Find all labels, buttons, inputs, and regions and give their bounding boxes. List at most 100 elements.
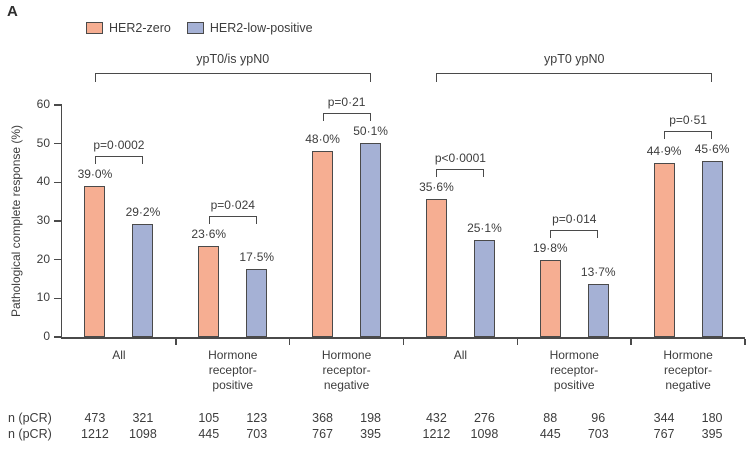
category-label-line: All bbox=[453, 348, 468, 362]
n-value-row1: 276 bbox=[473, 411, 495, 425]
p-bracket bbox=[550, 230, 599, 239]
p-bracket bbox=[208, 215, 257, 224]
category-label: All bbox=[62, 348, 176, 363]
y-axis-tick bbox=[54, 104, 61, 106]
y-axis-tick-label: 50 bbox=[36, 135, 50, 150]
x-axis-line bbox=[60, 337, 745, 339]
category-label-line: receptor- bbox=[208, 363, 257, 377]
bar-her2-zero bbox=[198, 245, 220, 337]
endpoint-bracket-1 bbox=[436, 73, 713, 82]
bar-her2-low-positive bbox=[587, 284, 609, 337]
y-axis-tick-label: 20 bbox=[36, 251, 50, 266]
bar-her2-low-positive bbox=[473, 239, 495, 337]
n-value-row1: 198 bbox=[360, 411, 381, 425]
x-axis-tick bbox=[516, 338, 519, 345]
n-value-row2: 395 bbox=[701, 427, 723, 441]
bar-value-label: 44·9% bbox=[646, 144, 682, 159]
p-value-label: p=0·024 bbox=[210, 197, 255, 212]
p-bracket bbox=[322, 113, 371, 122]
n-value-row1: 105 bbox=[198, 411, 220, 425]
legend-item-0: HER2-zero bbox=[86, 21, 171, 35]
legend-swatch-icon bbox=[86, 22, 103, 34]
category-label-line: positive bbox=[553, 378, 595, 392]
endpoint-title-0: ypT0/is ypN0 bbox=[196, 52, 270, 66]
p-value-label: p<0·0001 bbox=[434, 151, 486, 166]
n-value-row1: 344 bbox=[653, 411, 675, 425]
y-axis-tick bbox=[54, 336, 61, 338]
category-label-line: receptor- bbox=[664, 363, 713, 377]
category-label-line: All bbox=[112, 348, 126, 362]
legend-label: HER2-zero bbox=[109, 21, 171, 35]
n-value-row2: 1098 bbox=[129, 427, 157, 441]
bar-value-label: 48·0% bbox=[305, 132, 340, 147]
bar-value-label: 35·6% bbox=[419, 180, 454, 195]
bar-her2-zero bbox=[653, 163, 675, 337]
category-label: Hormone receptor-negative bbox=[631, 348, 745, 393]
category-label-line: Hormone bbox=[549, 348, 599, 362]
n-value-row2: 1212 bbox=[81, 427, 109, 441]
bar-her2-low-positive bbox=[360, 143, 382, 337]
legend-label: HER2-low-positive bbox=[209, 21, 313, 35]
category-label: All bbox=[404, 348, 518, 363]
bar-her2-low-positive bbox=[132, 224, 154, 337]
n-value-row1: 88 bbox=[543, 411, 558, 425]
n-value-row2: 395 bbox=[360, 427, 381, 441]
y-axis-line bbox=[60, 104, 62, 339]
bar-value-label: 29·2% bbox=[125, 205, 161, 220]
legend: HER2-zero HER2-low-positive bbox=[86, 21, 313, 35]
y-axis-tick bbox=[54, 220, 61, 222]
n-table-row-label-0: n (pCR) bbox=[8, 411, 52, 425]
category-label-line: Hormone bbox=[321, 348, 372, 362]
category-label: Hormone receptor-negative bbox=[290, 348, 404, 393]
category-label-line: negative bbox=[323, 378, 370, 392]
y-axis-tick-label: 40 bbox=[36, 174, 50, 189]
x-axis-tick bbox=[630, 338, 632, 345]
y-axis-tick-label: 30 bbox=[36, 213, 50, 227]
bar-value-label: 17·5% bbox=[239, 250, 275, 265]
bar-value-label: 13·7% bbox=[580, 265, 616, 280]
p-value-label: p=0·0002 bbox=[93, 138, 145, 153]
x-axis-tick bbox=[402, 338, 405, 345]
bar-value-label: 25·1% bbox=[467, 220, 502, 235]
category-label-line: Hormone bbox=[663, 348, 713, 362]
y-axis-tick bbox=[54, 297, 61, 300]
bar-value-label: 23·6% bbox=[191, 226, 227, 241]
y-axis-tick bbox=[54, 142, 61, 145]
p-bracket bbox=[436, 169, 485, 178]
category-label-line: negative bbox=[665, 378, 711, 392]
legend-swatch-icon bbox=[186, 22, 204, 34]
n-value-row2: 1098 bbox=[470, 427, 499, 441]
y-axis-tick bbox=[54, 181, 61, 184]
bar-her2-zero bbox=[84, 186, 106, 337]
n-value-row1: 368 bbox=[312, 411, 333, 425]
p-value-label: p=0·014 bbox=[552, 212, 597, 227]
category-label-line: receptor- bbox=[322, 363, 371, 377]
y-axis-tick bbox=[54, 258, 61, 261]
bar-her2-zero bbox=[539, 260, 561, 337]
n-value-row2: 767 bbox=[653, 427, 675, 441]
y-axis-tick-label: 60 bbox=[36, 97, 50, 111]
n-value-row1: 473 bbox=[84, 411, 106, 425]
endpoint-title-1: ypT0 ypN0 bbox=[544, 52, 605, 66]
n-value-row1: 180 bbox=[701, 411, 723, 425]
p-bracket bbox=[94, 156, 143, 165]
category-label: Hormone receptor-positive bbox=[176, 348, 290, 393]
endpoint-bracket-0 bbox=[94, 73, 371, 82]
n-value-row2: 767 bbox=[312, 427, 333, 441]
category-label: Hormone receptor-positive bbox=[517, 348, 631, 393]
category-label-line: receptor- bbox=[550, 363, 599, 377]
n-value-row2: 703 bbox=[246, 427, 268, 441]
y-axis-tick-label: 0 bbox=[43, 329, 50, 343]
bar-her2-low-positive bbox=[246, 269, 268, 337]
x-axis-tick bbox=[744, 338, 746, 345]
bar-value-label: 50·1% bbox=[353, 124, 388, 139]
x-axis-tick bbox=[288, 338, 291, 345]
bar-her2-low-positive bbox=[701, 160, 723, 337]
bar-value-label: 39·0% bbox=[77, 167, 113, 182]
bar-value-label: 19·8% bbox=[532, 241, 568, 256]
n-value-row2: 445 bbox=[539, 427, 561, 441]
x-axis-tick bbox=[175, 338, 177, 345]
panel-label: A bbox=[7, 3, 18, 20]
